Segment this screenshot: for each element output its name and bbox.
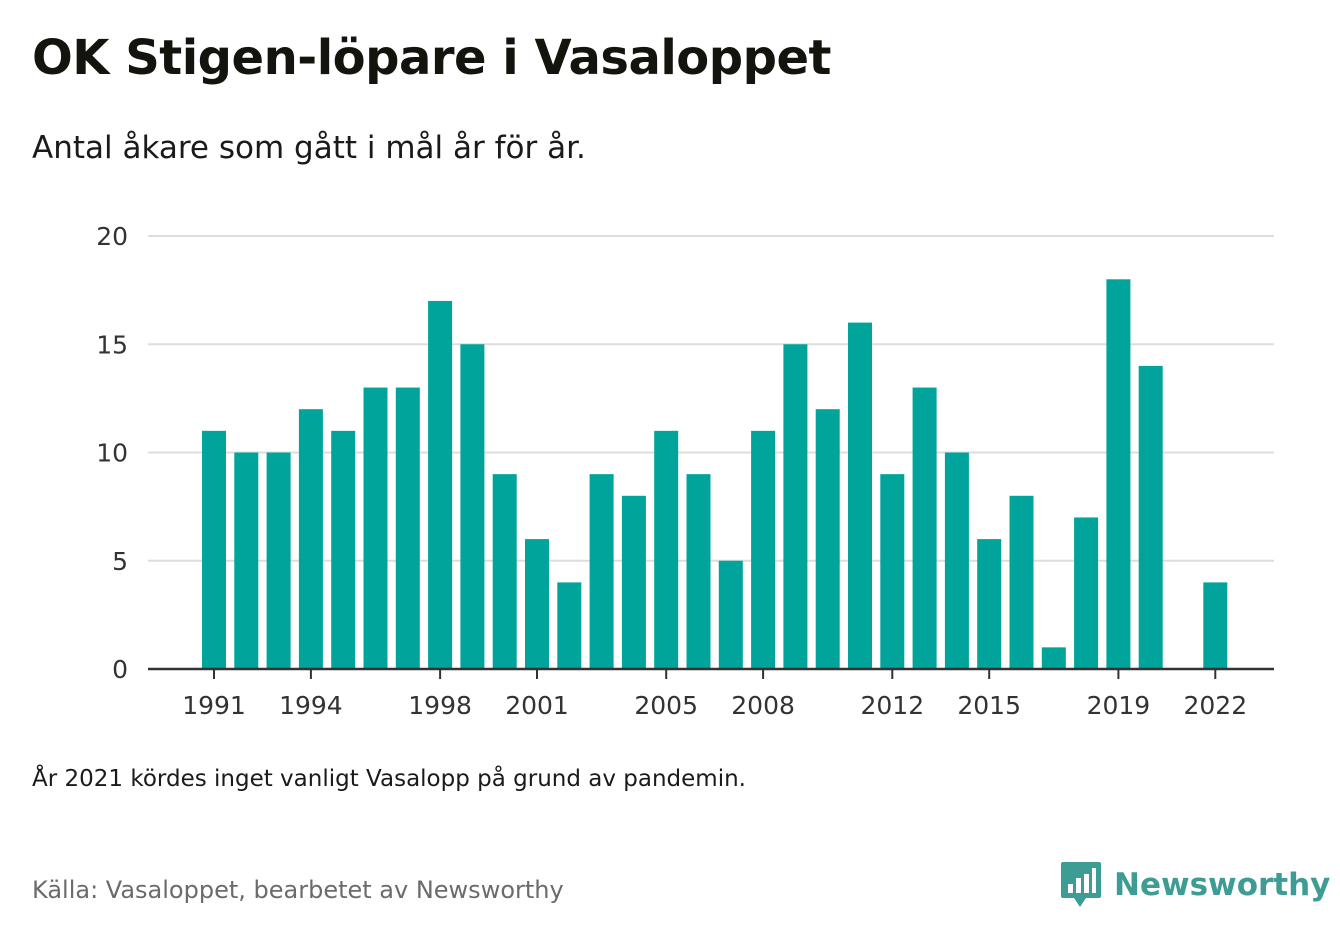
bar-1995 [331, 430, 356, 669]
bar-1993 [266, 452, 291, 669]
x-tick-label: 2019 [1087, 691, 1151, 720]
y-tick-label: 15 [96, 330, 128, 359]
bar-2006 [686, 474, 711, 669]
newsworthy-logo-icon [1061, 862, 1101, 907]
bar-1991 [202, 430, 226, 669]
bar-2010 [815, 409, 840, 669]
x-tick-label: 2001 [505, 691, 569, 720]
bar-2008 [751, 430, 776, 669]
bar-2002 [557, 582, 582, 669]
y-tick-label: 10 [96, 439, 128, 468]
y-axis-ticks: 0 5 10 15 20 [96, 222, 128, 684]
bar-2020 [1138, 365, 1163, 669]
x-tick-label: 2005 [634, 691, 698, 720]
bar-2000 [492, 474, 517, 669]
bar-2019 [1106, 279, 1131, 669]
bar-1997 [395, 387, 420, 669]
bar-2004 [621, 495, 646, 669]
bar-2012 [880, 474, 905, 669]
bar-1992 [234, 452, 259, 669]
chart-note: År 2021 kördes inget vanligt Vasalopp på… [32, 766, 746, 792]
bar-2015 [977, 539, 1002, 669]
x-tick-label: 1994 [279, 691, 343, 720]
y-tick-label: 0 [112, 655, 128, 684]
x-tick-label: 2012 [860, 691, 924, 720]
x-tick-label: 2022 [1183, 691, 1247, 720]
bar-2001 [525, 539, 549, 669]
bar-1996 [363, 387, 388, 669]
bar-2009 [783, 344, 808, 669]
bar-2022 [1203, 582, 1228, 669]
x-tick-label: 2008 [731, 691, 795, 720]
x-tick-label: 1991 [182, 691, 246, 720]
bar-2016 [1009, 495, 1034, 669]
x-tick-label: 1998 [408, 691, 472, 720]
bar-2014 [944, 452, 969, 669]
bar-2017 [1041, 647, 1066, 669]
bar-2018 [1074, 517, 1099, 669]
source-text: Källa: Vasaloppet, bearbetet av Newswort… [32, 876, 564, 904]
bar-2007 [718, 560, 743, 669]
bar-1999 [460, 344, 485, 669]
bar-1994 [298, 409, 323, 669]
bar-2011 [848, 322, 872, 669]
bar-2013 [912, 387, 937, 669]
x-tick-label: 2015 [957, 691, 1021, 720]
bar-2003 [589, 474, 614, 669]
x-axis-ticks: 1991 1994 1998 2001 2005 2008 2012 2015 2019 2022 [182, 669, 1247, 720]
y-tick-label: 20 [96, 222, 128, 251]
newsworthy-brand: Newsworthy [1060, 860, 1330, 910]
chart-subtitle: Antal åkare som gått i mål år för år. [32, 130, 586, 166]
chart-title: OK Stigen-löpare i Vasaloppet [32, 30, 832, 86]
bar-1998 [428, 300, 453, 669]
y-tick-label: 5 [112, 547, 128, 576]
brand-name: Newsworthy [1114, 867, 1331, 903]
bar-chart: 0 5 10 15 20 1991 1994 1998 2001 2005 2008 2012 201… [96, 222, 1274, 720]
bars [202, 279, 1228, 669]
bar-2005 [654, 430, 679, 669]
